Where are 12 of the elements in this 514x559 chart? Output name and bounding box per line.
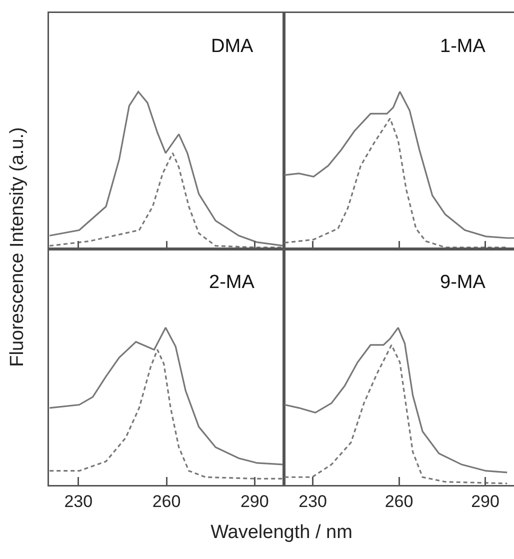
text: 9-MA (440, 272, 486, 293)
x-tick-label: 230 (64, 492, 93, 511)
x-tick-label: 260 (152, 492, 181, 511)
x-tick-label: 230 (298, 492, 327, 511)
x-tick-label: 290 (240, 492, 269, 511)
y-axis-title: Fluorescence Intensity (a.u.) (7, 126, 29, 369)
text: 1-MA (440, 36, 486, 57)
text: DMA (211, 36, 254, 57)
x-tick-label: 260 (384, 492, 414, 511)
text: 2-MA (209, 272, 255, 293)
x-axis-title: Wavelength / nm (210, 522, 354, 544)
x-tick-label: 290 (471, 492, 500, 511)
